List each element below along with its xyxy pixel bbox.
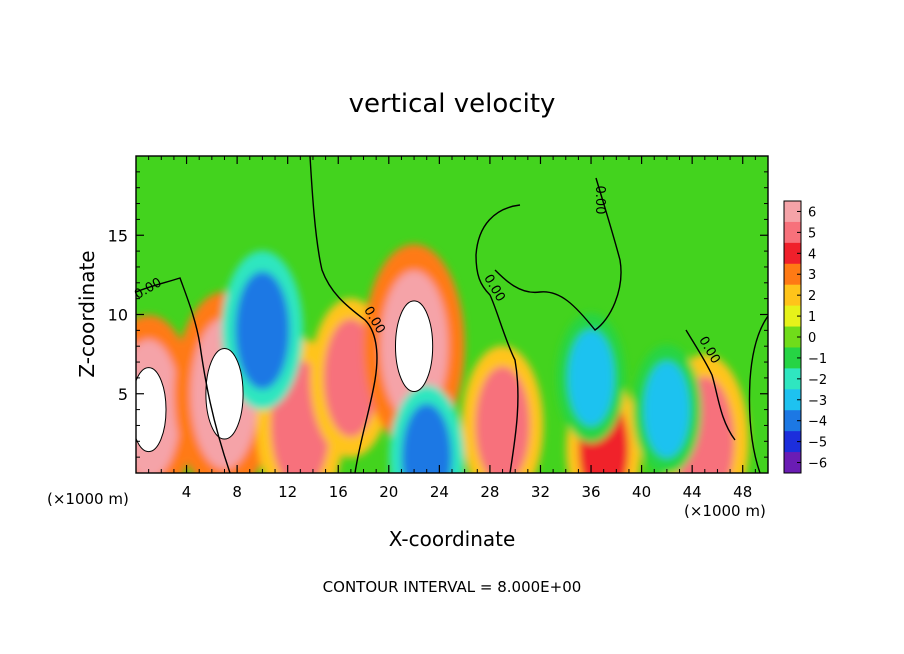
colorbar-tick-label: 4 xyxy=(808,247,816,262)
colorbar-swatch xyxy=(784,242,801,265)
colorbar-swatch xyxy=(784,410,801,432)
colorbar-tick-label: −5 xyxy=(808,436,827,451)
colorbar-tick-label: −6 xyxy=(808,457,827,472)
x-tick-label: 16 xyxy=(329,483,348,501)
colorbar-swatch xyxy=(784,326,801,348)
zero-contour xyxy=(748,315,768,473)
colorbar-tick-label: 6 xyxy=(808,205,816,220)
colorbar-tick-label: 5 xyxy=(808,226,816,241)
field-core xyxy=(205,347,244,440)
x-unit-label-right: (×1000 m) xyxy=(684,502,766,520)
colorbar: 6 5 4 3 2 1 0 −1 −2 −3 −4 −5 −6 xyxy=(783,200,827,474)
y-tick-label: 10 xyxy=(108,306,128,325)
colorbar-tick-label: 2 xyxy=(808,289,816,304)
colorbar-swatch xyxy=(784,284,801,307)
zero-contour xyxy=(494,177,622,331)
x-tick-label: 12 xyxy=(278,483,297,501)
x-tick-label: 36 xyxy=(581,483,600,501)
colorbar-swatch xyxy=(784,305,801,328)
contour-interval-footer: CONTOUR INTERVAL = 8.000E+00 xyxy=(323,578,582,596)
x-axis-label: X-coordinate xyxy=(389,527,516,551)
field-core xyxy=(394,300,434,393)
field-feature xyxy=(235,271,290,390)
colorbar-swatch xyxy=(784,263,801,286)
colorbar-tick-label: −3 xyxy=(808,394,827,409)
chart-title: vertical velocity xyxy=(349,89,556,119)
field-feature xyxy=(475,366,530,473)
y-axis: 5 10 15 xyxy=(108,171,768,458)
colorbar-swatch xyxy=(784,431,801,453)
y-axis-label: Z-coordinate xyxy=(75,250,99,377)
zero-contour xyxy=(685,329,736,441)
x-tick-label: 44 xyxy=(683,483,702,501)
x-tick-label: 8 xyxy=(232,483,242,501)
y-tick-label: 5 xyxy=(118,385,128,404)
colorbar-swatch xyxy=(784,201,801,223)
field-cores xyxy=(136,300,434,453)
field-core xyxy=(136,367,167,453)
colorbar-swatch xyxy=(784,368,801,390)
colorbar-tick-label: −4 xyxy=(808,415,827,430)
field-feature xyxy=(568,329,614,426)
x-tick-label: 48 xyxy=(733,483,752,501)
x-tick-label: 24 xyxy=(430,483,449,501)
colorbar-swatch xyxy=(784,221,801,244)
x-tick-label: 28 xyxy=(480,483,499,501)
x-tick-label: 20 xyxy=(379,483,398,501)
x-axis: 4 8 12 16 20 24 28 32 36 40 44 48 xyxy=(148,156,756,501)
contour-label: 0.00 xyxy=(592,186,607,215)
colorbar-tick-label: −2 xyxy=(808,373,827,388)
colorbar-tick-label: −1 xyxy=(808,352,827,367)
zero-contour xyxy=(136,277,231,473)
x-tick-label: 4 xyxy=(182,483,192,501)
field-feature xyxy=(401,403,452,473)
plot-field xyxy=(136,156,768,473)
zero-contours xyxy=(136,156,768,473)
x-tick-label: 32 xyxy=(531,483,550,501)
zero-contour xyxy=(309,156,378,473)
field-feature xyxy=(644,361,690,458)
colorbar-tick-label: 3 xyxy=(808,268,816,283)
colorbar-tick-label: 0 xyxy=(808,331,816,346)
x-tick-label: 40 xyxy=(632,483,651,501)
colorbar-swatch xyxy=(784,452,801,474)
x-unit-label-left: (×1000 m) xyxy=(47,490,129,508)
colorbar-swatch xyxy=(784,347,801,369)
colorbar-tick-label: 1 xyxy=(808,310,816,325)
colorbar-swatch xyxy=(784,389,801,411)
y-tick-label: 15 xyxy=(108,226,128,245)
zero-contour xyxy=(475,204,521,473)
